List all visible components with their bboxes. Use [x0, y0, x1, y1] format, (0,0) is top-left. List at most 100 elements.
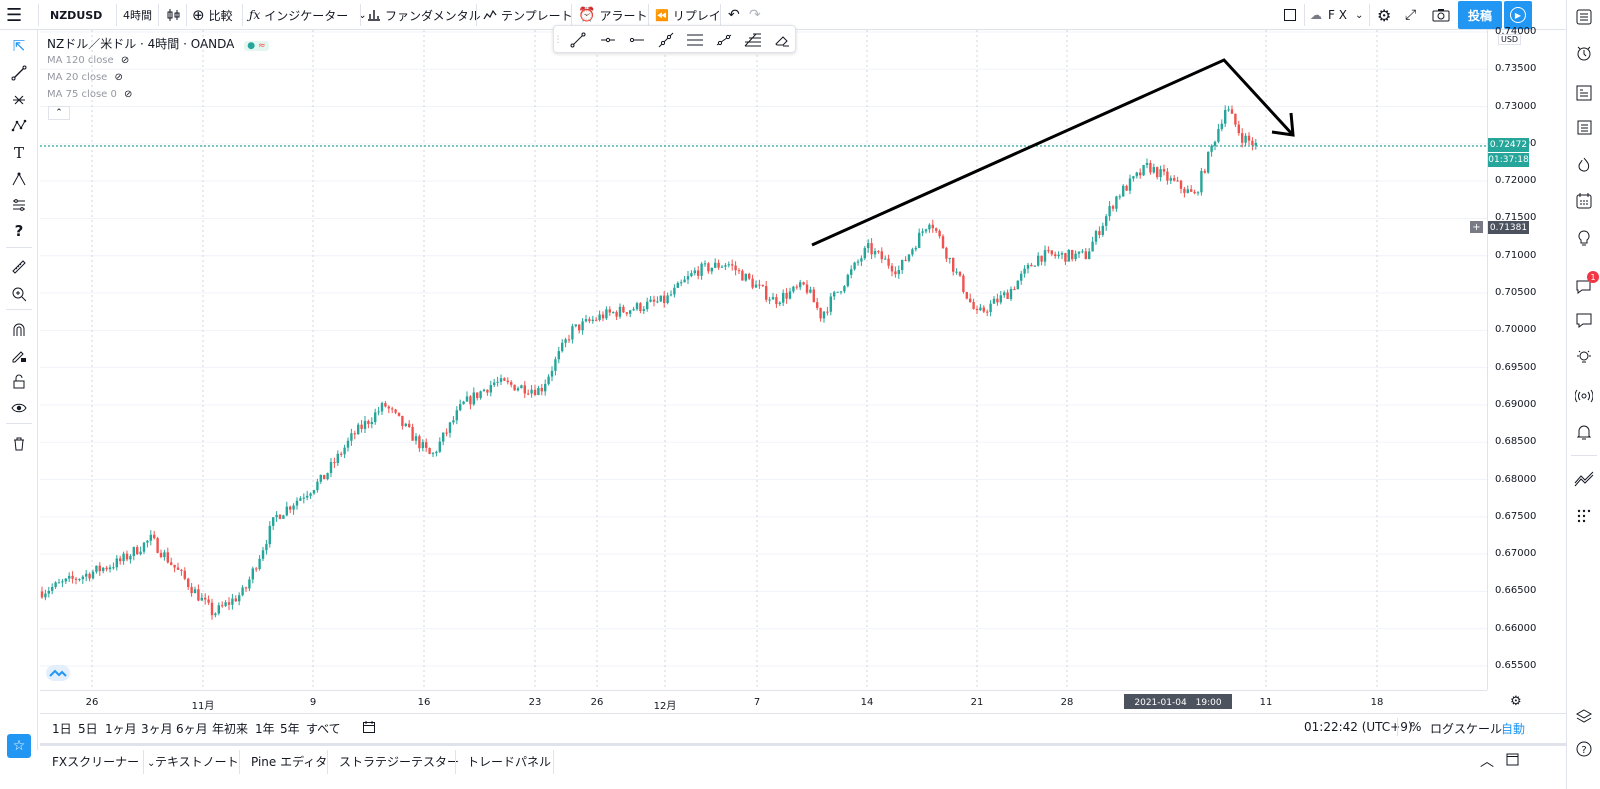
range-button[interactable]: 1日	[52, 722, 72, 736]
chart-pane[interactable]: NZドル／米ドル · 4時間 · OANDA ● ≈ MA 120 close …	[40, 30, 1487, 690]
eye-hidden-icon[interactable]: ⊘	[114, 72, 123, 83]
parallel-channel-icon[interactable]	[684, 29, 706, 51]
publish-button[interactable]: 投稿	[1458, 1, 1502, 29]
news-icon[interactable]	[1572, 115, 1596, 139]
range-button[interactable]: 5日	[78, 722, 98, 736]
alert-button[interactable]: ⏰ アラート	[578, 0, 647, 30]
tab-fx-screener[interactable]: FXスクリーナー ⌄	[52, 750, 155, 774]
star-favorites-icon[interactable]: ☆	[7, 734, 31, 758]
percent-toggle[interactable]: %	[1410, 720, 1422, 734]
range-button[interactable]: 1ヶ月	[105, 722, 137, 736]
fundamentals-button[interactable]: ファンダメンタル	[367, 0, 481, 30]
pencil-lock-icon[interactable]	[7, 345, 31, 367]
data-window-icon[interactable]	[1572, 81, 1596, 105]
compare-button[interactable]: ⊕ 比較	[192, 0, 233, 30]
streams-icon[interactable]	[1572, 384, 1596, 408]
undo-icon[interactable]: ↶	[728, 7, 740, 23]
expand-icon[interactable]: ⤢	[1405, 7, 1417, 23]
currency-label[interactable]: USD	[1498, 34, 1522, 45]
pitchfork-tool-icon[interactable]	[7, 89, 31, 111]
templates-button[interactable]: テンプレート	[483, 0, 573, 30]
tradingview-logo[interactable]	[46, 665, 70, 685]
chevron-up-icon[interactable]: ︿	[1480, 754, 1494, 770]
clock-label[interactable]: 01:22:42 (UTC+9)	[1304, 720, 1413, 734]
chart-style-button[interactable]	[166, 0, 182, 30]
range-button[interactable]: 5年	[280, 722, 300, 736]
idea-stream-icon[interactable]	[1572, 345, 1596, 369]
fib-retracement-icon[interactable]	[742, 29, 764, 51]
collapse-legend-button[interactable]: ⌃	[48, 106, 70, 120]
camera-icon[interactable]	[1432, 0, 1450, 30]
eye-hidden-icon[interactable]: ⊘	[124, 89, 133, 100]
log-scale-toggle[interactable]: ログスケール	[1430, 722, 1503, 736]
candle-body	[435, 451, 438, 454]
fullscreen-box-icon[interactable]	[1283, 0, 1297, 30]
trash-icon[interactable]	[7, 433, 31, 455]
tab-pine-editor[interactable]: Pine エディタ	[251, 755, 328, 769]
replay-button[interactable]: ⏪ リプレイ	[655, 0, 721, 30]
bar-countdown-label: 01:37:18	[1488, 153, 1529, 167]
ma-120-legend[interactable]: MA 120 close ⊘	[47, 55, 129, 66]
redo-icon[interactable]: ↷	[749, 7, 761, 23]
layers-icon[interactable]	[1572, 705, 1596, 729]
ideas-lightbulb-icon[interactable]	[1572, 226, 1596, 250]
magnet-icon[interactable]	[7, 319, 31, 341]
ma-20-legend[interactable]: MA 20 close ⊘	[47, 72, 123, 83]
dom-icon[interactable]	[1572, 504, 1596, 528]
tab-text-notes[interactable]: テキストノート	[155, 755, 239, 769]
unlock-icon[interactable]	[7, 371, 31, 393]
messages-icon[interactable]	[1572, 308, 1596, 332]
regression-icon[interactable]	[713, 29, 735, 51]
ruler-icon[interactable]	[7, 256, 31, 278]
tab-trading-panel[interactable]: トレードパネル	[467, 755, 552, 769]
pattern-tool-icon[interactable]	[7, 115, 31, 137]
range-button[interactable]: 6ヶ月	[176, 722, 208, 736]
text-tool-icon[interactable]: T	[13, 144, 24, 162]
range-button[interactable]: 3ヶ月	[141, 722, 173, 736]
range-button[interactable]: 1年	[255, 722, 275, 736]
calendar-icon[interactable]	[1572, 189, 1596, 213]
maximize-panel-icon[interactable]	[1506, 750, 1519, 774]
price-axis[interactable]: USD 0.740000.735000.730000.725000.720000…	[1470, 26, 1565, 709]
eraser-icon[interactable]	[771, 29, 793, 51]
tab-strategy-tester[interactable]: ストラテジーテスター	[339, 755, 460, 769]
forecast-tool-icon[interactable]	[7, 168, 31, 190]
help-icon[interactable]: ?	[1572, 737, 1596, 761]
price-chart[interactable]	[40, 30, 1487, 690]
range-button[interactable]: 年初来	[212, 722, 249, 736]
symbol-search-button[interactable]: NZDUSD	[50, 8, 103, 22]
extended-line-icon[interactable]	[655, 29, 677, 51]
trend-icon[interactable]	[1572, 467, 1596, 491]
question-icon[interactable]: ?	[14, 222, 24, 240]
play-button[interactable]: ▶	[1504, 1, 1532, 29]
zoom-in-icon[interactable]	[7, 283, 31, 305]
axis-settings-gear-icon[interactable]: ⚙	[1510, 694, 1522, 709]
menu-icon[interactable]: ☰	[6, 4, 23, 26]
eye-hidden-icon[interactable]: ⊘	[120, 55, 130, 66]
trendline-tool-icon[interactable]	[7, 62, 31, 84]
auto-scale-toggle[interactable]: 自動	[1501, 722, 1526, 736]
drag-handle-icon[interactable]: ⋮	[553, 35, 563, 45]
horizontal-line-icon[interactable]	[626, 29, 648, 51]
bell-icon[interactable]	[1572, 420, 1596, 444]
horizontal-ray-icon[interactable]	[597, 29, 619, 51]
measure-lines-icon[interactable]	[7, 194, 31, 216]
watchlist-icon[interactable]	[1572, 5, 1596, 29]
eye-icon[interactable]	[7, 397, 31, 419]
interval-button[interactable]: 4時間	[123, 9, 152, 22]
layout-button[interactable]: ☁ F X ⌄	[1310, 0, 1363, 30]
trendline-icon[interactable]	[567, 29, 589, 51]
goto-date-icon[interactable]	[362, 720, 376, 737]
gear-icon[interactable]: ⚙	[1377, 5, 1392, 25]
candle-body	[428, 448, 431, 454]
alarm-icon[interactable]	[1572, 41, 1596, 65]
candle-body	[839, 291, 843, 293]
time-axis[interactable]: 26 11月 9 16 23 26 12月 7 14 21 28 11 18 2021-01-04 19…	[40, 690, 1487, 712]
candle-body	[1152, 167, 1155, 173]
add-plus-icon[interactable]: +	[1470, 221, 1483, 233]
range-button[interactable]: すべて	[306, 722, 341, 736]
cursor-icon[interactable]: ⇱	[12, 37, 26, 55]
hotlist-icon[interactable]	[1572, 153, 1596, 177]
indicators-button[interactable]: ƒx インジケーター ⌄	[249, 0, 367, 30]
ma-75-legend[interactable]: MA 75 close 0 ⊘	[47, 89, 132, 100]
